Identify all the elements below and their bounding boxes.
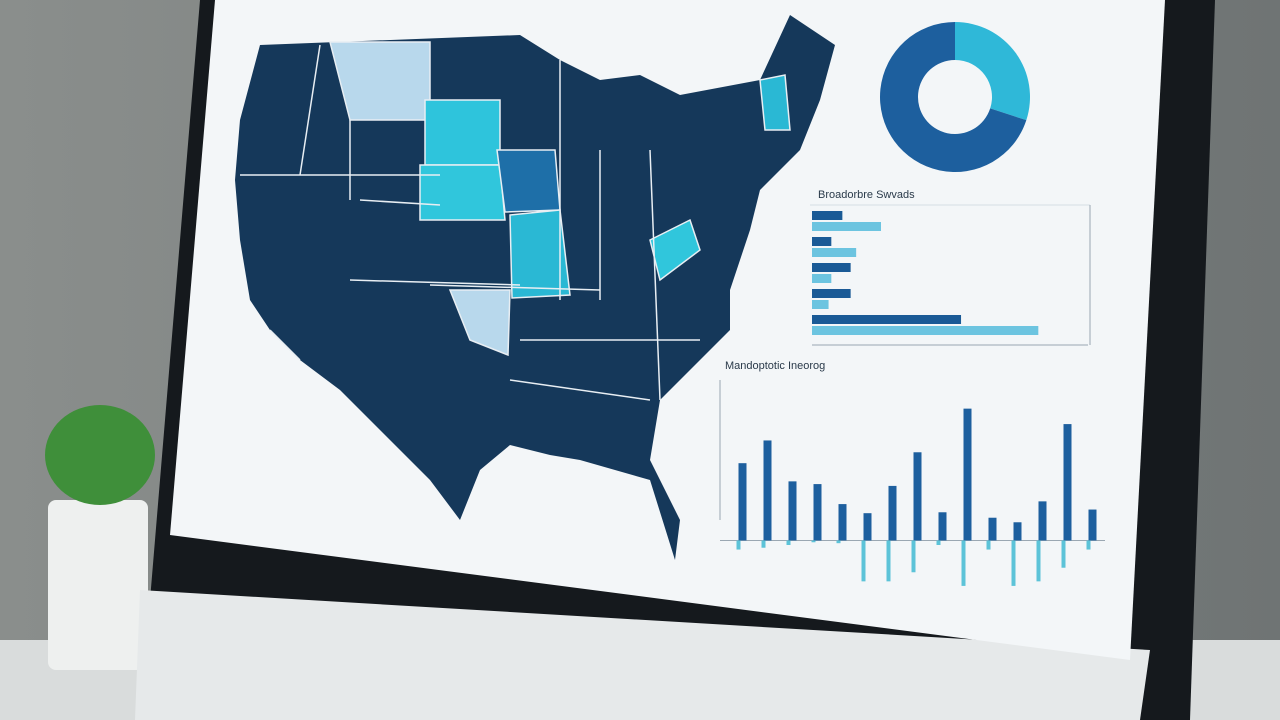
bar [812, 237, 832, 246]
state-highlight [649, 218, 701, 282]
bar [812, 222, 881, 231]
state-highlight [419, 164, 506, 221]
bar [1038, 501, 1047, 541]
bar [838, 504, 847, 541]
bar [811, 540, 816, 543]
state-highlight [496, 149, 561, 213]
bar [761, 540, 766, 548]
bar [812, 248, 857, 257]
bar [736, 540, 741, 550]
bar [812, 300, 829, 309]
bar [1013, 522, 1022, 541]
bar [913, 452, 922, 541]
bar-chart-title: Broadorbre Swvads [818, 189, 915, 201]
state-highlight [424, 99, 501, 166]
bar [936, 540, 941, 545]
state-borders [240, 44, 700, 401]
bar [911, 540, 916, 573]
plant-pot [48, 500, 148, 670]
bar [1036, 540, 1041, 582]
bar [812, 315, 962, 324]
bar [963, 408, 972, 541]
bar [738, 463, 747, 541]
bar [886, 540, 891, 582]
bar [812, 274, 832, 283]
bar [1088, 509, 1097, 541]
bar [863, 513, 872, 541]
bar [961, 540, 966, 586]
bar [861, 540, 866, 582]
column-chart-title: Mandoptotic Ineorog [725, 360, 825, 372]
monitor-chin [135, 590, 1150, 720]
bar [1063, 424, 1072, 541]
bar [813, 484, 822, 541]
bar [786, 540, 791, 545]
bar [812, 263, 851, 272]
bar [1086, 540, 1091, 550]
bar [938, 512, 947, 541]
state-highlight [509, 209, 571, 299]
bar [836, 540, 841, 544]
bar [1061, 540, 1066, 568]
bar [988, 517, 997, 541]
state-highlight [759, 74, 791, 131]
bar [812, 326, 1039, 335]
state-highlight [448, 289, 511, 357]
us-map [235, 15, 835, 560]
bar [763, 440, 772, 541]
donut-segment [955, 22, 1030, 121]
donut-segment [880, 22, 1027, 173]
bar [986, 540, 991, 550]
bar [812, 211, 843, 220]
plant [45, 405, 155, 505]
bar [812, 289, 851, 298]
bar [788, 481, 797, 541]
bar [1011, 540, 1016, 586]
bar [888, 485, 897, 541]
